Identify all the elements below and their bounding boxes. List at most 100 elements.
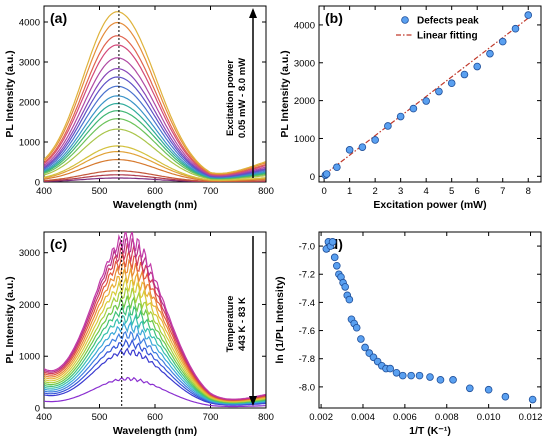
y-tick-label: 3000	[19, 248, 40, 259]
y-tick-label: 1000	[19, 352, 40, 363]
x-tick-label: 1	[347, 186, 352, 197]
data-point-34	[528, 395, 537, 404]
data-point-8	[396, 112, 405, 121]
annotation-line: 0.05 mW - 8.0 mW	[237, 58, 248, 138]
data-point-32	[484, 385, 493, 394]
data-point-6	[371, 136, 379, 144]
x-tick-label: 0.004	[351, 412, 375, 423]
annotation-line: Temperature	[225, 296, 236, 353]
y-tick-label: -7.2	[299, 270, 315, 281]
spectrum-line-3	[44, 170, 266, 182]
y-axis-label: PL Intensity (a.u.)	[4, 276, 16, 363]
y-tick-label: 0	[35, 178, 40, 189]
x-tick-label: 0.010	[477, 412, 501, 423]
x-tick-label: 400	[36, 412, 52, 423]
y-axis-label: PL Intensity (a.u.)	[279, 50, 291, 137]
data-point-18	[524, 11, 533, 19]
panel-c: 400 500 600 700 800 0 1000 2000 3000 Wavelength (…	[4, 231, 274, 437]
arrow-head-icon	[249, 8, 257, 18]
data-point-5	[358, 143, 367, 151]
data-layer	[321, 11, 533, 179]
data-point-27	[415, 371, 424, 380]
spectrum-line-15	[44, 57, 266, 177]
x-tick-label: 7	[500, 186, 505, 197]
x-tick-label: 8	[526, 186, 531, 197]
data-point-12	[345, 295, 354, 304]
data-point-7	[384, 122, 392, 130]
x-axis-label: 1/T (K⁻¹)	[409, 425, 451, 437]
spectrum-line-1	[44, 376, 266, 408]
panel-label: (b)	[325, 10, 343, 26]
x-tick-label: 6	[475, 186, 480, 197]
data-point-33	[501, 392, 510, 401]
data-layer	[322, 238, 537, 404]
linear-fit-line	[323, 17, 529, 176]
x-tick-label: 700	[203, 412, 219, 423]
data-point-16	[357, 335, 365, 343]
y-tick-label: 3000	[19, 58, 40, 69]
spectrum-line-17	[44, 35, 266, 176]
x-tick-label: 500	[92, 412, 108, 423]
annotation-label: Excitation power0.05 mW - 8.0 mW	[225, 58, 248, 138]
data-point-30	[449, 376, 457, 384]
x-tick-label: 700	[203, 186, 219, 197]
y-tick-label: -7.4	[299, 298, 315, 309]
legend-label-fit: Linear fitting	[417, 31, 478, 42]
y-tick-label: -7.0	[299, 242, 315, 253]
panel-label: (a)	[50, 10, 67, 26]
x-tick-label: 3	[398, 186, 403, 197]
axes-frame	[318, 231, 542, 409]
data-point-4	[345, 146, 354, 154]
data-point-28	[426, 373, 434, 381]
x-tick-label: 0	[321, 186, 326, 197]
annotation-line: Excitation power	[225, 60, 236, 136]
axes-frame	[318, 5, 542, 183]
data-layer	[44, 232, 266, 408]
y-tick-label: 4000	[294, 20, 315, 31]
data-point-25	[398, 371, 407, 380]
data-point-29	[436, 376, 445, 384]
y-tick-label: 4000	[19, 18, 40, 29]
y-tick-label: 2000	[294, 96, 315, 107]
data-point-6	[333, 261, 341, 270]
data-point-23	[386, 364, 395, 373]
y-tick-label: 2000	[19, 300, 40, 311]
x-axis-label: Wavelength (nm)	[113, 425, 197, 437]
x-tick-label: 600	[147, 412, 163, 423]
data-point-15	[486, 49, 494, 58]
data-point-5	[330, 253, 339, 262]
y-tick-label: 2000	[19, 98, 40, 109]
data-point-4	[328, 238, 337, 246]
data-point-26	[407, 371, 415, 380]
x-tick-label: 4	[424, 186, 429, 197]
data-point-11	[435, 87, 443, 96]
data-point-14	[473, 62, 482, 71]
data-point-31	[465, 384, 474, 393]
y-tick-label: 1000	[19, 138, 40, 149]
x-axis-label: Wavelength (nm)	[113, 199, 197, 211]
y-axis-label: ln (1/PL Intensity)	[274, 276, 286, 363]
data-point-10	[422, 97, 430, 105]
spectrum-line-6	[44, 145, 266, 181]
y-tick-label: 0	[35, 404, 40, 415]
x-tick-label: 0.002	[309, 412, 333, 423]
data-point-12	[447, 79, 456, 88]
panel-a: 400 500 600 700 800 0 1000 2000 3000 4000 Waveleng…	[4, 5, 274, 211]
x-tick-label: 5	[449, 186, 454, 197]
x-tick-label: 2	[372, 186, 377, 197]
data-point-3	[333, 163, 341, 172]
data-point-2	[322, 170, 331, 178]
legend-marker-points	[401, 16, 409, 24]
x-tick-label: 400	[36, 186, 52, 197]
x-tick-label: 0.006	[393, 412, 417, 423]
data-point-17	[361, 343, 369, 352]
y-axis-label: PL Intensity (a.u.)	[4, 50, 16, 137]
x-tick-label: 800	[258, 412, 274, 423]
x-tick-label: 0.008	[435, 412, 459, 423]
x-tick-label: 0.012	[519, 412, 543, 423]
data-point-15	[352, 323, 361, 332]
y-tick-label: 1000	[294, 134, 315, 145]
spectrum-line-16	[44, 232, 266, 400]
x-axis-label: Excitation power (mW)	[373, 199, 486, 211]
